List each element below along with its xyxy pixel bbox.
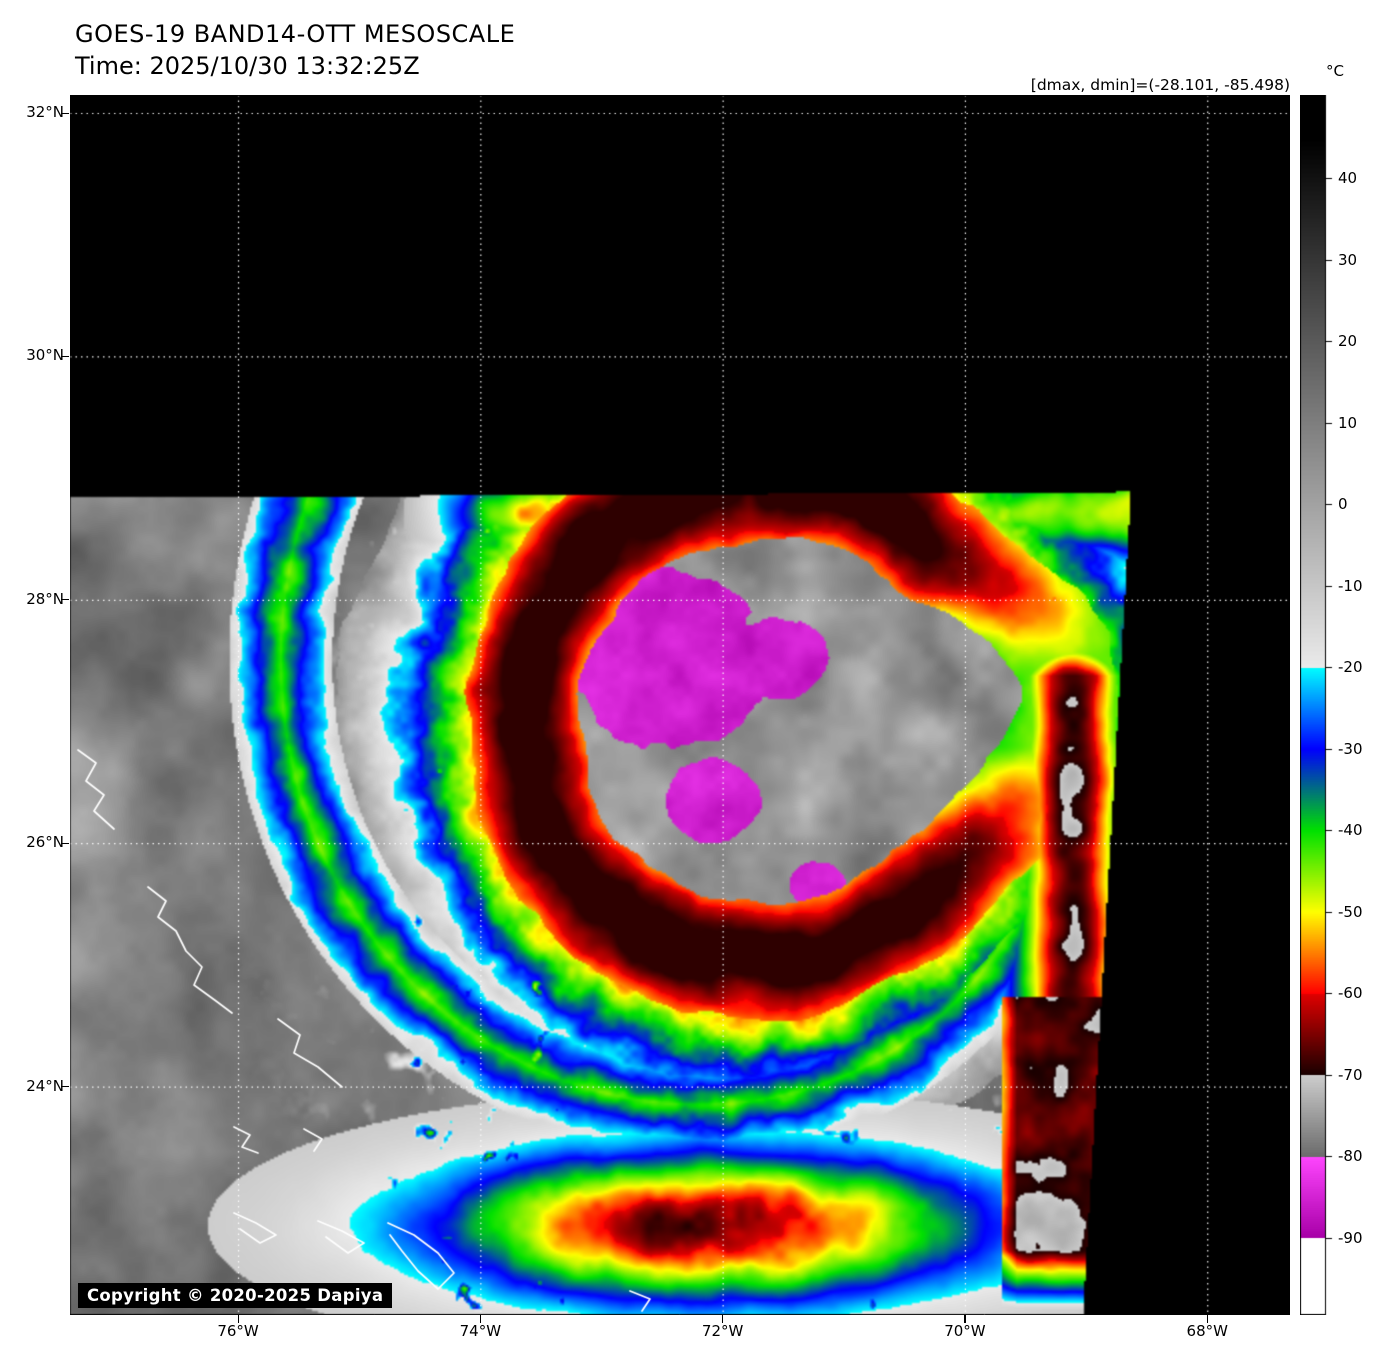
satellite-map-canvas [70,95,1290,1315]
lon-axis-tick [479,1315,482,1323]
lon-axis-tick [1206,1315,1208,1323]
colorbar-tick-label: -90 [1338,1228,1363,1247]
lat-axis-tick [61,355,69,358]
colorbar-tick-label: 20 [1338,332,1358,351]
colorbar-tick-label: 30 [1338,250,1358,269]
image-timestamp: Time: 2025/10/30 13:32:25Z [75,52,420,80]
colorbar-gradient [1300,95,1334,1315]
colorbar-tick-label: 10 [1338,413,1358,432]
image-title: GOES-19 BAND14-OTT MESOSCALE [75,20,516,48]
lon-axis-label: 68°W [1186,1322,1228,1340]
lat-axis-tick [61,842,69,844]
lat-axis-tick [61,599,69,601]
colorbar-tick-label: -50 [1338,902,1363,921]
colorbar-tick-label: -40 [1338,821,1363,840]
colorbar-tick-label: 0 [1338,495,1348,514]
copyright-badge: Copyright © 2020-2025 Dapiya [78,1283,393,1308]
lon-axis-tick [964,1315,966,1323]
lon-axis-label: 76°W [217,1322,259,1340]
colorbar-tick-label: -10 [1338,576,1363,595]
lat-axis-tick [61,112,69,114]
dmax-dmin-readout: [dmax, dmin]=(-28.101, -85.498) [1030,76,1290,94]
colorbar-tick-label: -80 [1338,1147,1363,1166]
lat-axis-tick [61,1086,69,1088]
colorbar-tick-label: -20 [1338,658,1363,677]
lon-axis-label: 72°W [701,1322,744,1340]
lat-axis-label: 28°N [26,589,64,608]
lon-axis-tick [722,1315,724,1323]
colorbar-tick-label: -70 [1338,1065,1363,1084]
colorbar-tick-label: -30 [1338,739,1363,758]
colorbar-unit-label: °C [1326,62,1344,80]
lat-axis-label: 30°N [26,346,64,365]
lat-axis-label: 26°N [26,833,64,852]
lat-axis-label: 32°N [26,103,64,121]
lon-axis-label: 70°W [944,1322,986,1340]
colorbar-tick-label: -60 [1338,984,1363,1003]
colorbar-tick-label: 40 [1338,169,1358,188]
lon-axis-label: 74°W [459,1322,502,1340]
lon-axis-tick [237,1315,239,1323]
lat-axis-label: 24°N [26,1076,64,1095]
